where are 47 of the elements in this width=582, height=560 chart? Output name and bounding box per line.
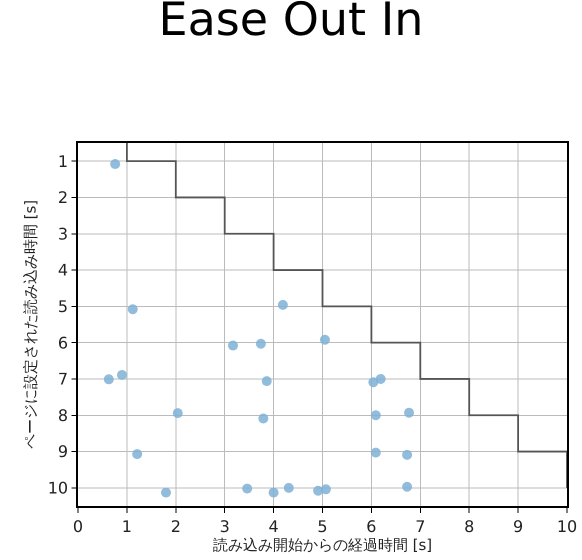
point xyxy=(258,414,268,424)
y-tick-label: 7 xyxy=(58,370,68,389)
x-tick-label: 1 xyxy=(122,516,132,536)
point xyxy=(110,159,120,170)
x-tick-label: 4 xyxy=(268,516,279,536)
y-tick-label: 1 xyxy=(58,152,68,171)
point xyxy=(117,370,128,380)
point xyxy=(284,482,294,493)
x-tick-label: 3 xyxy=(220,516,230,536)
point xyxy=(320,484,331,494)
point xyxy=(128,304,138,314)
x-tick-label: 10 xyxy=(556,516,578,536)
point xyxy=(370,410,381,420)
point xyxy=(228,340,238,351)
point xyxy=(242,484,252,494)
point xyxy=(376,374,386,384)
y-tick-label: 4 xyxy=(58,260,68,280)
x-tick-label: 5 xyxy=(317,516,328,536)
point xyxy=(278,300,288,310)
point xyxy=(402,450,412,460)
point xyxy=(104,374,114,384)
point xyxy=(370,448,381,458)
y-tick-label: 10 xyxy=(48,478,68,498)
y-axis-title: ページに設定された読み込み時間 [s] xyxy=(21,200,40,450)
y-tick-label: 8 xyxy=(58,406,68,425)
point xyxy=(262,376,272,386)
x-axis-title: 読み込み開始からの経過時間 [s] xyxy=(212,536,432,554)
point xyxy=(268,488,279,498)
y-tick-label: 3 xyxy=(58,224,68,244)
chart-title: Ease Out In xyxy=(158,0,424,46)
x-tick-label: 6 xyxy=(366,516,376,536)
x-tick-label: 8 xyxy=(464,516,474,536)
point xyxy=(132,449,142,460)
y-tick-label: 2 xyxy=(58,188,68,208)
x-tick-label: 7 xyxy=(415,516,426,536)
point xyxy=(172,408,183,418)
y-tick-label: 6 xyxy=(58,333,68,352)
y-tick-label: 9 xyxy=(58,442,68,462)
x-tick-label: 9 xyxy=(513,516,524,536)
x-tick-label: 2 xyxy=(170,516,181,536)
y-tick-label: 5 xyxy=(58,296,68,316)
x-tick-label: 0 xyxy=(72,516,84,536)
point xyxy=(320,334,330,345)
point xyxy=(402,482,412,492)
point xyxy=(161,488,172,498)
point xyxy=(404,408,414,418)
point xyxy=(256,338,266,349)
